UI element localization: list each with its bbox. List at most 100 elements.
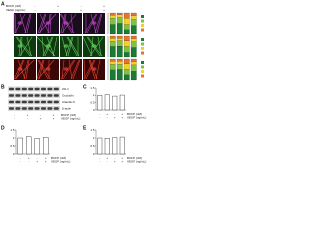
- condition-sign: -: [99, 156, 100, 160]
- blot-band: [34, 87, 40, 91]
- y-tick-label: 0.5: [90, 144, 95, 148]
- bar: [97, 137, 103, 155]
- stacked-segment: [130, 41, 137, 48]
- condition-sign: +: [121, 112, 123, 116]
- condition-sign: +: [80, 8, 82, 12]
- blot-band: [53, 94, 59, 97]
- cell-border: [83, 59, 95, 80]
- stacked-segment: [123, 46, 130, 53]
- blot-band: [47, 107, 53, 110]
- y-tick-label: 1.5: [90, 86, 95, 90]
- figure: A BCFP (nM) VEGF (ng/mL) B C D E --+--++…: [1, 1, 146, 163]
- stacked-segment: [109, 38, 116, 42]
- stacked-segment: [123, 29, 130, 35]
- bar: [112, 137, 118, 155]
- y-tick-label: 0.5: [90, 100, 95, 104]
- bar: [17, 137, 23, 155]
- blot-band: [53, 107, 59, 110]
- condition-sign: -: [99, 159, 100, 163]
- blot-band: [21, 94, 27, 97]
- stacked-segment: [116, 14, 123, 18]
- blot-band: [34, 107, 40, 110]
- cell-border: [97, 36, 102, 57]
- condition-sign: -: [58, 8, 59, 12]
- stacked-segment: [130, 19, 137, 26]
- stacked-segment: [130, 64, 137, 72]
- condition-sign: -: [107, 159, 108, 163]
- blot-band: [28, 87, 34, 91]
- stacked-segment: [123, 40, 130, 47]
- bar: [119, 136, 125, 155]
- condition-sign: -: [114, 156, 115, 160]
- cell-border: [61, 13, 77, 34]
- nucleus: [17, 67, 23, 71]
- cell-border: [37, 13, 46, 34]
- cell-border: [25, 59, 30, 80]
- blot-band: [15, 107, 21, 110]
- stacked-segment: [109, 12, 116, 16]
- blot-band: [34, 94, 40, 97]
- legend-swatch: [141, 74, 144, 78]
- legend-swatch: [141, 15, 144, 18]
- blot-strip: [8, 86, 60, 92]
- condition-sign: +: [114, 115, 116, 119]
- panel-label: E: [83, 125, 87, 131]
- cell-border: [37, 59, 49, 80]
- stacked-segment: [116, 38, 123, 41]
- stacked-segment: [109, 35, 116, 39]
- condition-sign: +: [40, 116, 42, 120]
- condition-sign: -: [14, 116, 15, 120]
- cell-border: [70, 59, 80, 80]
- cell-border: [60, 13, 66, 34]
- blot-band: [47, 87, 53, 91]
- stacked-segment: [109, 15, 116, 19]
- stacked-segment: [116, 46, 123, 58]
- cell-border: [61, 59, 65, 80]
- blot-band: [34, 100, 40, 104]
- condition-sign: +: [106, 156, 108, 160]
- blot-band: [21, 107, 27, 110]
- blot-band: [15, 94, 21, 97]
- nucleus: [91, 67, 97, 71]
- nucleus: [63, 67, 69, 71]
- nucleus: [17, 44, 23, 48]
- condition-sign: -: [35, 8, 36, 12]
- stacked-segment: [123, 69, 130, 75]
- nucleus: [17, 21, 23, 25]
- condition-sign: -: [28, 159, 29, 163]
- condition-sign: +: [121, 159, 123, 163]
- cell-border: [38, 59, 45, 80]
- legend-swatch: [141, 42, 144, 46]
- stacked-segment: [109, 41, 116, 47]
- condition-sign: -: [20, 156, 21, 160]
- stacked-segment: [109, 46, 116, 58]
- nucleus: [91, 21, 97, 25]
- condition-sign: +: [121, 115, 123, 119]
- condition-sign: -: [107, 115, 108, 119]
- protein-label: ZO-1: [62, 87, 69, 91]
- cell-border: [62, 59, 76, 80]
- condition-label: BCFP (nM): [127, 156, 142, 160]
- y-tick-label: 0: [93, 152, 95, 156]
- legend-swatch: [141, 65, 144, 69]
- stacked-segment: [130, 38, 137, 42]
- y-tick-label: 0: [13, 152, 15, 156]
- condition-sign: +: [36, 159, 38, 163]
- legend-swatch: [141, 28, 144, 32]
- cell-border: [14, 59, 35, 80]
- blot-band: [28, 107, 34, 110]
- condition-sign: +: [45, 159, 47, 163]
- panel-label: D: [1, 125, 5, 131]
- y-tick-label: 1: [93, 93, 95, 97]
- cell-border: [67, 36, 74, 57]
- condition-label: VEGF (ng/mL): [127, 115, 146, 119]
- condition-sign: -: [99, 112, 100, 116]
- stacked-segment: [116, 61, 123, 65]
- condition-sign: +: [27, 113, 29, 117]
- blot-band: [9, 100, 14, 104]
- cell-border: [19, 13, 27, 34]
- cell-border: [65, 36, 73, 57]
- y-tick-label: 1: [93, 136, 95, 140]
- stacked-segment: [130, 61, 137, 65]
- blot-band: [53, 87, 59, 91]
